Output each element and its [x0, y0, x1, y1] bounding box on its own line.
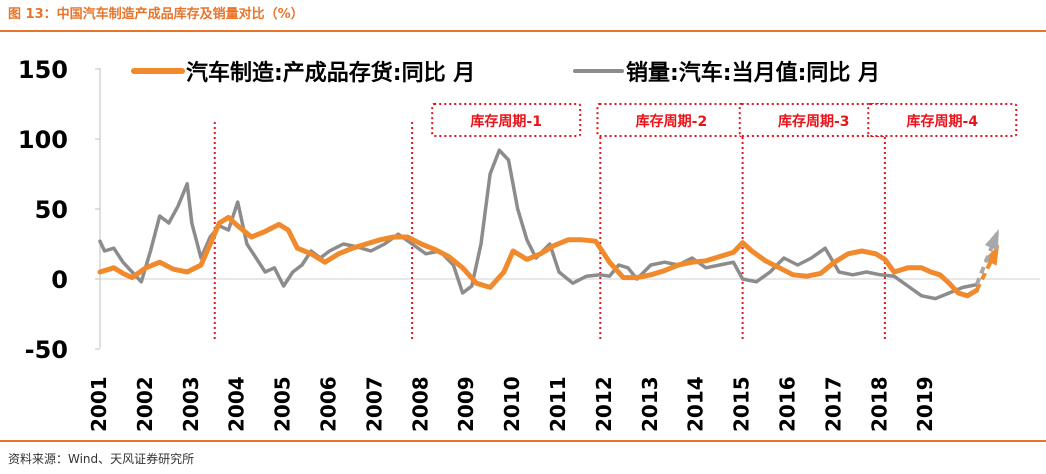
x-tick-label: 2003	[179, 376, 203, 432]
series-sales-line	[98, 148, 979, 301]
top-rule	[0, 30, 1046, 32]
x-tick-label: 2013	[638, 376, 662, 432]
axes: -50 0 50 100 150 2001 2002 2003 2004 2005 2006 2007…	[18, 56, 1040, 432]
y-tick-label: 0	[51, 266, 68, 294]
source-note: 资料来源：Wind、天风证券研究所	[8, 452, 195, 466]
period-box	[867, 103, 1018, 137]
bottom-rule	[0, 440, 1046, 442]
vertical-markers	[213, 122, 886, 340]
x-tick-label: 2007	[362, 376, 386, 432]
projection-sales-line	[974, 232, 1000, 286]
x-tick-label: 2014	[684, 376, 708, 432]
legend: 汽车制造:产成品存货:同比 月 销量:汽车:当月值:同比 月	[131, 60, 880, 86]
period-box	[431, 103, 582, 137]
x-tick-label: 2010	[500, 376, 524, 432]
x-tick-label: 2015	[730, 376, 754, 432]
x-tick-label: 2011	[546, 376, 570, 432]
period-label: 库存周期-4	[906, 113, 978, 130]
y-tick-label: -50	[25, 336, 68, 364]
x-tick-label: 2017	[821, 376, 845, 432]
x-tick-label: 2018	[867, 376, 891, 432]
y-tick-label: 50	[35, 196, 68, 224]
x-tick-label: 2004	[225, 376, 249, 432]
period-label: 库存周期-1	[470, 113, 542, 130]
legend-label-sales: 销量:汽车:当月值:同比 月	[626, 60, 880, 86]
legend-label-inventory: 汽车制造:产成品存货:同比 月	[186, 60, 475, 86]
series-lines	[97, 148, 1000, 301]
projection-sales-arrowhead	[984, 229, 999, 251]
period-label: 库存周期-3	[778, 113, 850, 130]
x-tick-label: 2019	[913, 376, 937, 432]
x-tick-label: 2006	[317, 376, 341, 432]
x-tick-label: 2001	[87, 376, 111, 432]
series-inventory-line	[97, 214, 980, 299]
period-labels: 库存周期-1 库存周期-2 库存周期-3 库存周期-4	[431, 103, 1018, 137]
period-label: 库存周期-2	[636, 113, 708, 130]
x-tick-label: 2012	[592, 376, 616, 432]
x-tick-label: 2008	[408, 376, 432, 432]
y-tick-label: 100	[18, 126, 68, 154]
y-tick-label: 150	[18, 56, 68, 84]
x-tick-label: 2002	[133, 376, 157, 432]
x-tick-label: 2016	[776, 376, 800, 432]
x-tick-label: 2009	[454, 376, 478, 432]
x-tick-label: 2005	[271, 376, 295, 432]
figure-title: 图 13：中国汽车制造产成品库存及销量对比（%）	[8, 7, 304, 22]
